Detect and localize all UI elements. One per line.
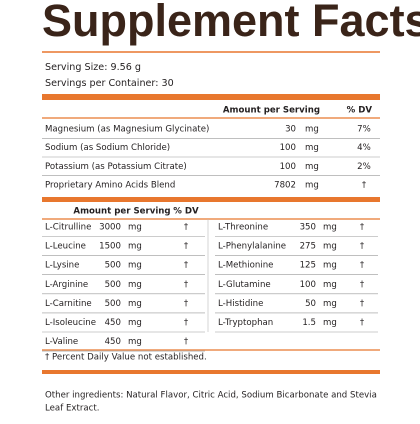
unit: mg [305,143,319,153]
amount: 500 [105,299,121,309]
unit: mg [128,299,142,309]
amount: 1.5 [302,318,316,328]
row-label: L-Lysine [45,261,79,271]
amount: 500 [105,280,121,290]
dv: † [184,223,189,233]
row-label: L-Citrulline [45,223,91,233]
unit: mg [305,125,319,135]
dv-header: % DV [173,207,199,217]
dv: † [184,261,189,271]
amount: 100 [280,143,296,153]
dv: † [184,299,189,309]
amount: 1500 [99,242,121,252]
unit: mg [128,318,142,328]
unit: mg [323,223,337,233]
row-label: L-Phenylalanine [218,242,286,252]
unit: mg [128,242,142,252]
dv: † [360,261,365,271]
amount: 50 [305,299,316,309]
amount: 3000 [99,223,121,233]
amount: 100 [280,162,296,172]
dv: † [184,280,189,290]
amount: 500 [105,261,121,271]
thick-rule [42,197,380,202]
amount: 125 [300,261,316,271]
dv: † [360,318,365,328]
unit: mg [305,181,319,191]
amount: 350 [300,223,316,233]
dv: 2% [357,162,371,172]
dv: † [362,181,367,191]
amount: 450 [105,318,121,328]
unit: mg [323,242,337,252]
servings-per-container: Servings per Container: 30 [45,78,174,89]
amount: 100 [300,280,316,290]
amount: 450 [105,337,121,347]
row-label: L-Arginine [45,280,88,290]
row-label: Magnesium (as Magnesium Glycinate) [45,125,209,135]
thick-rule [42,94,380,100]
row-label: L-Carnitine [45,299,92,309]
amount: 275 [300,242,316,252]
unit: mg [323,318,337,328]
unit: mg [323,299,337,309]
dv: † [360,242,365,252]
amount-header: Amount per Serving [73,207,170,217]
amount: 7802 [274,181,296,191]
title: Supplement Facts [42,0,420,46]
row-label: L-Histidine [218,299,263,309]
unit: mg [128,223,142,233]
dv: 4% [357,143,371,153]
footnote: † Percent Daily Value not established. [45,353,207,363]
row-label: L-Isoleucine [45,318,96,328]
amount: 30 [285,125,296,135]
unit: mg [128,337,142,347]
row-label: L-Tryptophan [218,318,273,328]
unit: mg [323,261,337,271]
row-label: L-Methionine [218,261,273,271]
row-label: Potassium (as Potassium Citrate) [45,162,187,172]
amount-header: Amount per Serving [223,106,320,116]
other-ingredients: Leaf Extract. [45,404,99,414]
dv: 7% [357,125,371,135]
row-label: L-Leucine [45,242,86,252]
row-label: L-Threonine [218,223,268,233]
dv: † [184,242,189,252]
thick-rule [42,370,380,374]
row-label: L-Valine [45,337,78,347]
other-ingredients: Other ingredients: Natural Flavor, Citri… [45,391,377,401]
row-label: L-Glutamine [218,280,271,290]
row-label: Proprietary Amino Acids Blend [45,181,175,191]
dv: † [360,280,365,290]
row-label: Sodium (as Sodium Chloride) [45,143,170,153]
dv: † [184,318,189,328]
unit: mg [128,280,142,290]
unit: mg [323,280,337,290]
unit: mg [305,162,319,172]
unit: mg [128,261,142,271]
serving-size: Serving Size: 9.56 g [45,62,141,73]
dv: † [360,223,365,233]
dv: † [184,337,189,347]
dv-header: % DV [347,106,373,116]
dv: † [360,299,365,309]
